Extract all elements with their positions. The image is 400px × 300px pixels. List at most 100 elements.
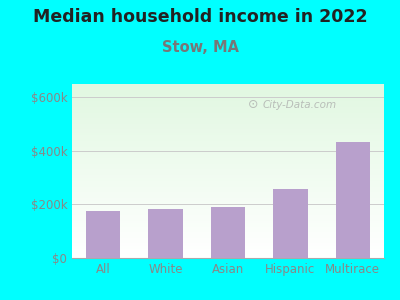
Bar <box>72 97 384 98</box>
Bar <box>72 123 384 124</box>
Bar <box>72 219 384 220</box>
Bar <box>72 237 384 238</box>
Bar <box>72 98 384 99</box>
Bar <box>72 112 384 113</box>
Bar <box>72 114 384 115</box>
Bar <box>72 204 384 205</box>
Bar <box>72 126 384 127</box>
Bar <box>72 175 384 176</box>
Bar <box>72 192 384 193</box>
Bar <box>72 222 384 223</box>
Bar <box>72 215 384 216</box>
Bar <box>336 142 370 258</box>
Bar <box>72 168 384 169</box>
Bar <box>72 105 384 106</box>
Bar <box>72 143 384 144</box>
Text: City-Data.com: City-Data.com <box>263 100 337 110</box>
Bar <box>72 195 384 196</box>
Bar <box>72 96 384 97</box>
Bar <box>72 224 384 225</box>
Bar <box>72 163 384 164</box>
Bar <box>72 148 384 149</box>
Bar <box>72 124 384 125</box>
Bar <box>72 102 384 103</box>
Bar <box>72 136 384 137</box>
Bar <box>72 212 384 213</box>
Bar <box>72 88 384 89</box>
Bar <box>72 246 384 247</box>
Bar <box>72 115 384 116</box>
Bar <box>72 210 384 211</box>
Bar <box>72 221 384 222</box>
Bar <box>72 135 384 136</box>
Bar <box>72 128 384 129</box>
Bar <box>72 116 384 117</box>
Bar <box>72 111 384 112</box>
Bar <box>72 191 384 192</box>
Bar <box>86 211 120 258</box>
Bar <box>72 93 384 94</box>
Bar <box>72 133 384 134</box>
Bar <box>72 170 384 171</box>
Bar <box>72 248 384 249</box>
Bar <box>72 138 384 139</box>
Bar <box>72 120 384 121</box>
Bar <box>72 178 384 179</box>
Bar <box>72 202 384 203</box>
Bar <box>72 189 384 190</box>
Bar <box>72 234 384 235</box>
Bar <box>72 131 384 132</box>
Bar <box>72 243 384 244</box>
Bar <box>72 247 384 248</box>
Bar <box>72 241 384 242</box>
Bar <box>72 167 384 168</box>
Bar <box>72 218 384 219</box>
Bar <box>72 84 384 85</box>
Bar <box>72 153 384 154</box>
Bar <box>72 109 384 110</box>
Bar <box>72 99 384 100</box>
Bar <box>72 211 384 212</box>
Bar <box>72 154 384 155</box>
Bar <box>72 119 384 120</box>
Bar <box>72 231 384 232</box>
Bar <box>72 183 384 184</box>
Bar <box>72 159 384 160</box>
Bar <box>72 150 384 151</box>
Bar <box>72 129 384 130</box>
Bar <box>72 139 384 140</box>
Bar <box>72 238 384 239</box>
Bar <box>72 140 384 141</box>
Bar <box>72 223 384 224</box>
Bar <box>72 179 384 180</box>
Bar <box>72 113 384 114</box>
Bar <box>72 173 384 174</box>
Text: ⊙: ⊙ <box>248 98 258 111</box>
Bar <box>72 181 384 182</box>
Bar <box>72 235 384 236</box>
Bar <box>72 227 384 228</box>
Bar <box>72 171 384 172</box>
Bar <box>72 239 384 240</box>
Bar <box>72 226 384 227</box>
Bar <box>72 87 384 88</box>
Bar <box>72 151 384 152</box>
Bar <box>72 134 384 135</box>
Bar <box>72 162 384 163</box>
Bar <box>72 86 384 87</box>
Bar <box>72 186 384 187</box>
Bar <box>72 141 384 142</box>
Bar <box>72 155 384 156</box>
Bar <box>72 118 384 119</box>
Bar <box>72 245 384 246</box>
Bar <box>72 161 384 162</box>
Text: Stow, MA: Stow, MA <box>162 40 238 56</box>
Bar <box>72 174 384 175</box>
Bar <box>72 164 384 165</box>
Bar <box>72 127 384 128</box>
Bar <box>72 176 384 177</box>
Bar <box>72 201 384 202</box>
Bar <box>72 194 384 195</box>
Bar <box>72 94 384 95</box>
Bar <box>72 121 384 122</box>
